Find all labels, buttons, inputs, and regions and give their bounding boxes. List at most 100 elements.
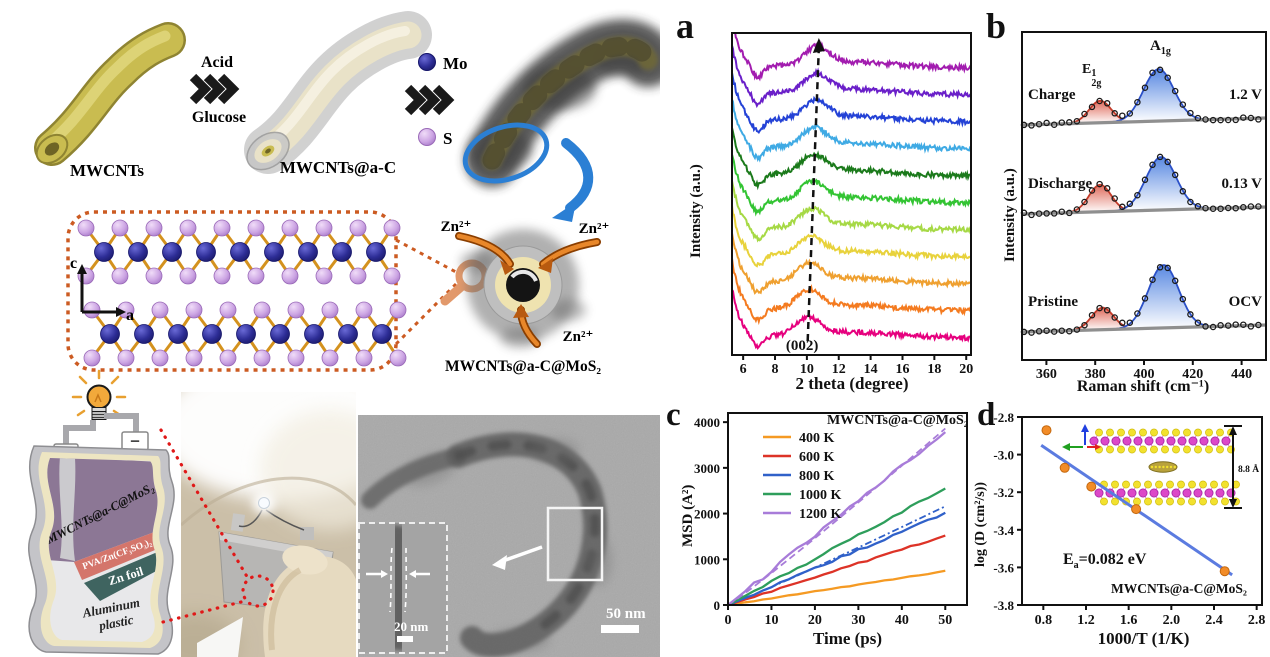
product-label: MWCNTs@a-C@MoS₂ bbox=[445, 358, 601, 375]
mwcnts-tube bbox=[34, 22, 186, 166]
msd-xtick: 10 bbox=[764, 613, 778, 628]
arrhenius-xtick: 1.2 bbox=[1077, 613, 1095, 628]
xrd-curve-7 bbox=[732, 99, 971, 163]
msd-legend-label: 600 K bbox=[799, 450, 835, 465]
casing-label-2: plastic bbox=[97, 612, 135, 634]
axis-a-label: a bbox=[126, 307, 134, 324]
raman-state-label: Pristine bbox=[1028, 294, 1078, 310]
peak-shift-arrow bbox=[806, 47, 821, 342]
tem-roi-box bbox=[546, 506, 604, 582]
raman-voltage-label: 1.2 V bbox=[1229, 87, 1262, 103]
msd-title: MWCNTs@a-C@MoS₂ bbox=[827, 413, 968, 428]
interlayer-inset: 8.8 Å bbox=[1089, 425, 1259, 509]
mo-label: Mo bbox=[443, 54, 468, 73]
arrhenius-ytick: -2.8 bbox=[993, 410, 1014, 425]
electrolyte-layer bbox=[74, 530, 158, 580]
arrhenius-xtick: 2.4 bbox=[1205, 613, 1223, 628]
msd-series-1000K bbox=[727, 487, 946, 607]
acid-label: Acid bbox=[201, 54, 233, 71]
arrhenius-point bbox=[1041, 425, 1052, 436]
e2g-peak-label: E 1 2g bbox=[1082, 62, 1102, 89]
arrhenius-point bbox=[1059, 462, 1070, 473]
arrhenius-ytick: -3.8 bbox=[993, 598, 1014, 613]
mwcnts-ac-label: MWCNTs@a-C bbox=[280, 158, 396, 177]
msd-ytick: 2000 bbox=[694, 507, 720, 522]
arrhenius-xtick: 2.0 bbox=[1163, 613, 1181, 628]
msd-ytick: 0 bbox=[714, 598, 721, 613]
msd-ytick: 1000 bbox=[694, 552, 720, 567]
msd-series-1200K bbox=[727, 431, 947, 606]
msd-legend-label: 1000 K bbox=[799, 488, 842, 503]
xrd-curve-8 bbox=[732, 72, 971, 135]
panel-xrd: (002) 6 8 10 12 14 16 18 20 a Intensity (a.u.) 2… bbox=[660, 0, 980, 395]
raman-state-label: Charge bbox=[1028, 87, 1076, 103]
zn-foil-layer bbox=[84, 551, 158, 601]
arrhenius-point bbox=[1086, 481, 1097, 492]
xrd-curve-3 bbox=[732, 205, 971, 268]
acid-glucose-arrow bbox=[189, 73, 240, 105]
xrd-xtick: 16 bbox=[895, 362, 909, 377]
panel-raman: Charge 1.2 V Discharge 0.13 V Pristine OCV 360… bbox=[980, 0, 1270, 395]
tem-inset-scale-bar bbox=[397, 636, 413, 642]
raman-chart: Charge 1.2 V Discharge 0.13 V Pristine OCV 360… bbox=[1020, 31, 1267, 382]
xrd-curve-0 bbox=[732, 289, 971, 350]
msd-xlabel: Time (ps) bbox=[812, 629, 883, 648]
msd-xtick: 30 bbox=[851, 613, 865, 628]
crystal-structure-box bbox=[66, 210, 398, 372]
raman-spectrum-discharge bbox=[1020, 153, 1267, 219]
arrhenius-xtick: 2.8 bbox=[1248, 613, 1266, 628]
raman-xtick: 360 bbox=[1036, 367, 1057, 382]
raman-xtick: 380 bbox=[1085, 367, 1106, 382]
tem-arrow bbox=[499, 545, 543, 564]
raman-xtick: 400 bbox=[1134, 367, 1155, 382]
zn-label-1: Zn²⁺ bbox=[441, 219, 472, 235]
raman-state-label: Discharge bbox=[1028, 176, 1092, 192]
axis-c-label: c bbox=[70, 255, 77, 272]
panel-label-c: c bbox=[666, 397, 681, 433]
zn-insertion-arrows bbox=[455, 232, 601, 348]
xrd-xtick: 20 bbox=[959, 362, 973, 377]
spacing-label: 8.8 Å bbox=[1238, 463, 1259, 475]
tem-scale-label: 50 nm bbox=[606, 606, 646, 622]
tem-inset: 20 nm bbox=[359, 523, 447, 653]
minus-label: − bbox=[130, 431, 140, 451]
tem-inset-scale-label: 20 nm bbox=[394, 619, 428, 634]
activation-energy-label: Ea=0.082 eV bbox=[1063, 551, 1147, 572]
magnification-dotted-links bbox=[159, 428, 275, 624]
mwcnts-ac-tube bbox=[244, 11, 432, 174]
mo-s-arrow bbox=[404, 84, 455, 116]
xrd-curve-6 bbox=[732, 127, 971, 191]
panel-arrhenius: 8.8 Å 0.8 1.2 1.6 2.0 2.4 2.8 -2.8 -3.0 -3.2 -3.4 -… bbox=[973, 395, 1270, 657]
raman-voltage-label: OCV bbox=[1229, 294, 1263, 310]
highlight-ring bbox=[462, 122, 550, 184]
arrhenius-ytick: -3.0 bbox=[993, 448, 1014, 463]
xrd-curve-9 bbox=[732, 45, 971, 109]
arrhenius-xtick: 1.6 bbox=[1120, 613, 1138, 628]
xrd-curves bbox=[732, 33, 971, 350]
msd-xtick: 50 bbox=[938, 613, 952, 628]
xrd-curve-4 bbox=[732, 180, 971, 243]
raman-xtick: 440 bbox=[1231, 367, 1252, 382]
xrd-curve-10 bbox=[734, 33, 971, 82]
arrhenius-point bbox=[1131, 504, 1142, 515]
msd-chart: 400 K 600 K 800 K 1000 K 1200 K 0 10 20 30 40 50 0 1… bbox=[694, 412, 968, 628]
panel-label-a: a bbox=[676, 6, 694, 46]
inset-axis-triad bbox=[1062, 424, 1101, 451]
msd-ytick: 3000 bbox=[694, 461, 720, 476]
light-bulb-icon bbox=[71, 369, 127, 420]
panel-label-b: b bbox=[986, 6, 1007, 46]
msd-ytick: 4000 bbox=[694, 415, 720, 430]
msd-series-600K bbox=[727, 534, 946, 607]
s-sphere-icon bbox=[418, 128, 436, 146]
s-label: S bbox=[443, 129, 452, 148]
raman-spectrum-charge bbox=[1020, 66, 1267, 129]
msd-xtick: 0 bbox=[725, 613, 732, 628]
zn-label-2: Zn²⁺ bbox=[579, 221, 610, 237]
msd-series-400K bbox=[727, 569, 946, 607]
battery-pouch: MWCNTs@a-C@MoS₂ PVA/Zn(CF₃SO₃)₂ Zn foil … bbox=[27, 445, 175, 655]
xrd-xtick: 14 bbox=[864, 362, 878, 377]
msd-legend-label: 400 K bbox=[799, 431, 835, 446]
xrd-xtick: 18 bbox=[927, 362, 941, 377]
a1g-peak-label: A1g bbox=[1150, 38, 1171, 57]
